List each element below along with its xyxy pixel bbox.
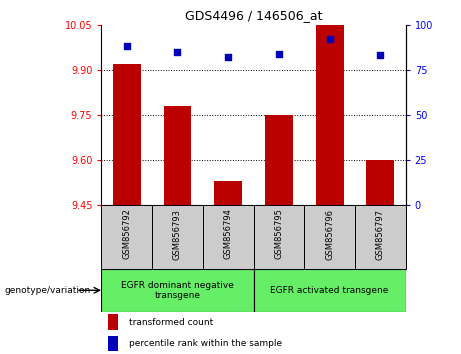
Text: GSM856797: GSM856797 [376,209,385,259]
Text: GSM856796: GSM856796 [325,209,334,259]
Bar [107,336,118,351]
Bar [304,205,355,269]
Point [174,49,181,55]
Bar [254,269,406,312]
Bar [214,181,242,205]
Text: EGFR activated transgene: EGFR activated transgene [271,286,389,295]
Bar [355,205,406,269]
Bar [366,160,394,205]
Bar [203,205,254,269]
Point [275,51,283,57]
Bar [113,64,141,205]
Text: transformed count: transformed count [129,318,213,327]
Bar [265,115,293,205]
Text: percentile rank within the sample: percentile rank within the sample [129,339,282,348]
Bar [101,269,254,312]
Text: GSM856795: GSM856795 [274,209,284,259]
Point [123,44,130,49]
Text: EGFR dominant negative
transgene: EGFR dominant negative transgene [121,281,234,300]
Text: GSM856793: GSM856793 [173,209,182,259]
Bar [107,314,118,330]
Text: genotype/variation: genotype/variation [5,286,91,295]
Point [377,53,384,58]
Bar [316,25,343,205]
Bar [254,205,304,269]
Text: GSM856792: GSM856792 [122,209,131,259]
Bar [101,205,152,269]
Bar [164,106,191,205]
Point [326,36,333,42]
Bar [152,205,203,269]
Text: GSM856794: GSM856794 [224,209,233,259]
Point [225,55,232,60]
Title: GDS4496 / 146506_at: GDS4496 / 146506_at [185,9,322,22]
